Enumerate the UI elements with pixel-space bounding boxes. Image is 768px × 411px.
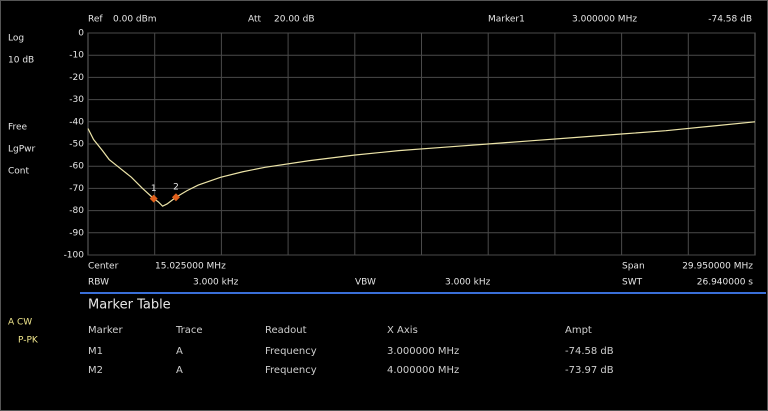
marker-x: 3.000000 MHz: [572, 15, 637, 25]
ref-value: 0.00 dBm: [113, 15, 157, 25]
marker: [149, 194, 158, 203]
table-title: Marker Table: [88, 298, 171, 313]
vbw-value: 3.000 kHz: [445, 278, 491, 288]
y-tick-label: -40: [69, 117, 84, 127]
table-cell: Frequency: [265, 365, 317, 376]
table-cell: 4.000000 MHz: [387, 365, 459, 376]
center-label: Center: [88, 262, 119, 272]
center-value: 15.025000 MHz: [155, 262, 226, 272]
table-cell: A: [176, 365, 183, 376]
column-header: Trace: [175, 325, 203, 336]
y-tick-label: -50: [69, 140, 84, 150]
att-label: Att: [248, 15, 262, 25]
y-tick-label: -20: [69, 73, 84, 83]
y-tick-label: -30: [69, 95, 84, 105]
rbw-label: RBW: [88, 278, 109, 288]
column-header: Ampt: [565, 325, 592, 336]
y-tick-label: -60: [69, 162, 84, 172]
table-cell: M2: [88, 365, 103, 376]
swt-label: SWT: [622, 278, 643, 288]
marker-y: -74.58 dB: [708, 15, 752, 25]
mode: LgPwr: [8, 145, 36, 155]
column-header: Readout: [265, 325, 307, 336]
table-cell: M1: [88, 346, 103, 357]
trace-mode: A CW: [8, 318, 32, 328]
span-label: Span: [622, 262, 645, 272]
trace: [87, 121, 756, 207]
rbw-value: 3.000 kHz: [193, 278, 239, 288]
span-value: 29.950000 MHz: [682, 262, 753, 272]
y-tick-label: -90: [69, 228, 84, 238]
marker-number: 2: [173, 183, 179, 193]
table-cell: 3.000000 MHz: [387, 346, 459, 357]
column-header: X Axis: [387, 325, 418, 336]
y-tick-label: -100: [64, 251, 85, 261]
vbw-label: VBW: [355, 278, 376, 288]
y-tick-label: 0: [78, 29, 84, 39]
mode: Cont: [8, 167, 29, 177]
column-header: Marker: [88, 325, 123, 336]
att-value: 20.00 dB: [274, 15, 315, 25]
detector: P-PK: [18, 336, 39, 346]
table-cell: -74.58 dB: [565, 346, 614, 357]
swt-value: 26.940000 s: [697, 278, 754, 288]
y-tick-label: -10: [69, 51, 84, 61]
scale-type: Log: [8, 34, 24, 44]
scale-div: 10 dB: [8, 56, 34, 66]
y-tick-label: -70: [69, 184, 84, 194]
mode: Free: [8, 123, 28, 133]
table-cell: A: [176, 346, 183, 357]
table-cell: Frequency: [265, 346, 317, 357]
table-cell: -73.97 dB: [565, 365, 614, 376]
marker-number: 1: [151, 184, 157, 194]
y-tick-label: -80: [69, 206, 84, 216]
marker: [171, 193, 180, 202]
ref-label: Ref: [88, 15, 103, 25]
marker-label: Marker1: [488, 15, 525, 25]
